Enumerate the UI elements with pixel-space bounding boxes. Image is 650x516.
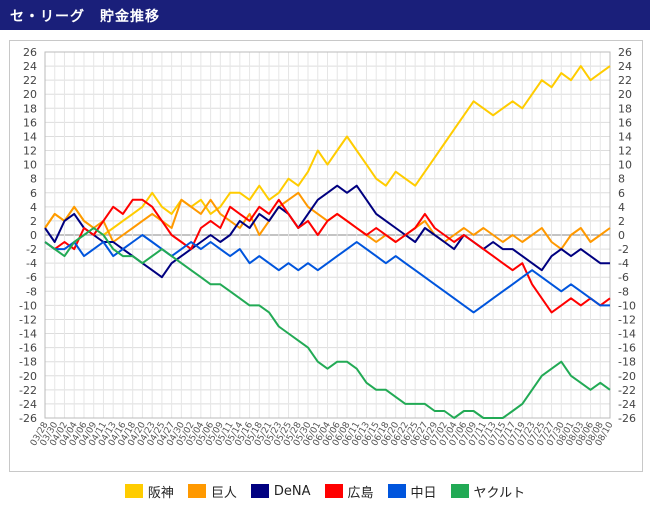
y-tick-label-left: -24 bbox=[19, 398, 37, 411]
y-tick-label-left: 24 bbox=[23, 60, 37, 73]
y-tick-label-left: 2 bbox=[30, 215, 37, 228]
y-tick-label-left: 10 bbox=[23, 159, 37, 172]
y-tick-label-left: 4 bbox=[30, 201, 37, 214]
y-tick-label-left: 8 bbox=[30, 173, 37, 186]
y-tick-label-left: -12 bbox=[19, 313, 37, 326]
plot-frame bbox=[44, 51, 611, 419]
y-tick-label-right: 26 bbox=[618, 46, 632, 59]
y-tick-label-right: 24 bbox=[618, 60, 632, 73]
y-tick-label-left: -22 bbox=[19, 384, 37, 397]
series-line-5 bbox=[44, 234, 610, 314]
y-tick-label-left: 0 bbox=[30, 229, 37, 242]
y-tick-label-right: 2 bbox=[618, 215, 625, 228]
y-tick-label-left: -20 bbox=[19, 370, 37, 383]
y-tick-label-left: 20 bbox=[23, 88, 37, 101]
y-tick-label-right: -22 bbox=[618, 384, 636, 397]
y-tick-label-left: -16 bbox=[19, 342, 37, 355]
legend-swatch bbox=[387, 484, 406, 498]
legend-swatch bbox=[250, 484, 269, 498]
legend-swatch bbox=[187, 484, 206, 498]
y-tick-label-right: 22 bbox=[618, 74, 632, 87]
y-tick-label-left: -14 bbox=[19, 328, 37, 341]
y-tick-label-right: -14 bbox=[618, 328, 636, 341]
y-tick-label-right: 8 bbox=[618, 173, 625, 186]
y-tick-label-left: -18 bbox=[19, 356, 37, 369]
series-line-4 bbox=[44, 198, 611, 314]
y-tick-label-left: -10 bbox=[19, 299, 37, 312]
y-tick-label-left: -8 bbox=[26, 285, 37, 298]
y-tick-label-left: -2 bbox=[26, 243, 37, 256]
y-tick-label-right: 20 bbox=[618, 88, 632, 101]
y-tick-label-right: 18 bbox=[618, 102, 632, 115]
y-tick-label-right: -4 bbox=[618, 257, 629, 270]
legend-label: 中日 bbox=[410, 485, 437, 501]
legend-item-4: 広島 bbox=[324, 482, 374, 501]
chart-legend: 阪神 巨人 DeNA 広島 中日 ヤクルト bbox=[0, 478, 650, 504]
y-tick-label-right: -6 bbox=[618, 271, 629, 284]
y-tick-label-left: 6 bbox=[30, 187, 37, 200]
legend-swatch bbox=[450, 484, 469, 498]
y-tick-label-right: -8 bbox=[618, 285, 629, 298]
y-tick-label-right: -16 bbox=[618, 342, 636, 355]
y-tick-label-left: 16 bbox=[23, 116, 37, 129]
y-tick-label-left: -6 bbox=[26, 271, 37, 284]
y-tick-label-right: -20 bbox=[618, 370, 636, 383]
legend-swatch bbox=[124, 484, 143, 498]
legend-item-3: DeNA bbox=[250, 483, 311, 499]
y-tick-label-left: 12 bbox=[23, 145, 37, 158]
y-tick-label-right: -10 bbox=[618, 299, 636, 312]
y-tick-label-right: -26 bbox=[618, 412, 636, 425]
legend-swatch bbox=[324, 484, 343, 498]
y-tick-label-left: -26 bbox=[19, 412, 37, 425]
y-tick-label-right: 6 bbox=[618, 187, 625, 200]
y-tick-label-left: 26 bbox=[23, 46, 37, 59]
y-tick-label-right: 12 bbox=[618, 145, 632, 158]
legend-item-1: 阪神 bbox=[124, 482, 174, 501]
series-line-1 bbox=[44, 65, 611, 236]
legend-label: 巨人 bbox=[210, 485, 237, 501]
y-tick-label-right: -2 bbox=[618, 243, 629, 256]
y-tick-label-right: 14 bbox=[618, 130, 632, 143]
title-bar: セ・リーグ 貯金推移 bbox=[0, 0, 650, 30]
y-tick-label-right: 10 bbox=[618, 159, 632, 172]
y-tick-label-left: -4 bbox=[26, 257, 37, 270]
line-chart: -26 -26-24 -24-22 -22-20 -20-18 -18-16 -16-14-… bbox=[19, 46, 636, 448]
legend-label: DeNA bbox=[273, 483, 311, 499]
legend-label: ヤクルト bbox=[473, 485, 526, 501]
legend-label: 広島 bbox=[347, 485, 374, 501]
y-tick-label-left: 14 bbox=[23, 130, 37, 143]
y-tick-label-right: -18 bbox=[618, 356, 636, 369]
y-tick-label-right: 0 bbox=[618, 229, 625, 242]
y-tick-label-left: 18 bbox=[23, 102, 37, 115]
y-tick-label-right: 16 bbox=[618, 116, 632, 129]
y-tick-label-left: 22 bbox=[23, 74, 37, 87]
legend-item-2: 巨人 bbox=[187, 482, 237, 501]
legend-item-5: 中日 bbox=[387, 482, 437, 501]
series-line-6 bbox=[44, 227, 611, 419]
legend-label: 阪神 bbox=[147, 485, 174, 501]
legend-item-6: ヤクルト bbox=[450, 482, 526, 501]
page-title: セ・リーグ 貯金推移 bbox=[10, 9, 160, 25]
y-tick-label-right: -12 bbox=[618, 313, 636, 326]
y-tick-label-right: -24 bbox=[618, 398, 636, 411]
y-tick-label-right: 4 bbox=[618, 201, 625, 214]
